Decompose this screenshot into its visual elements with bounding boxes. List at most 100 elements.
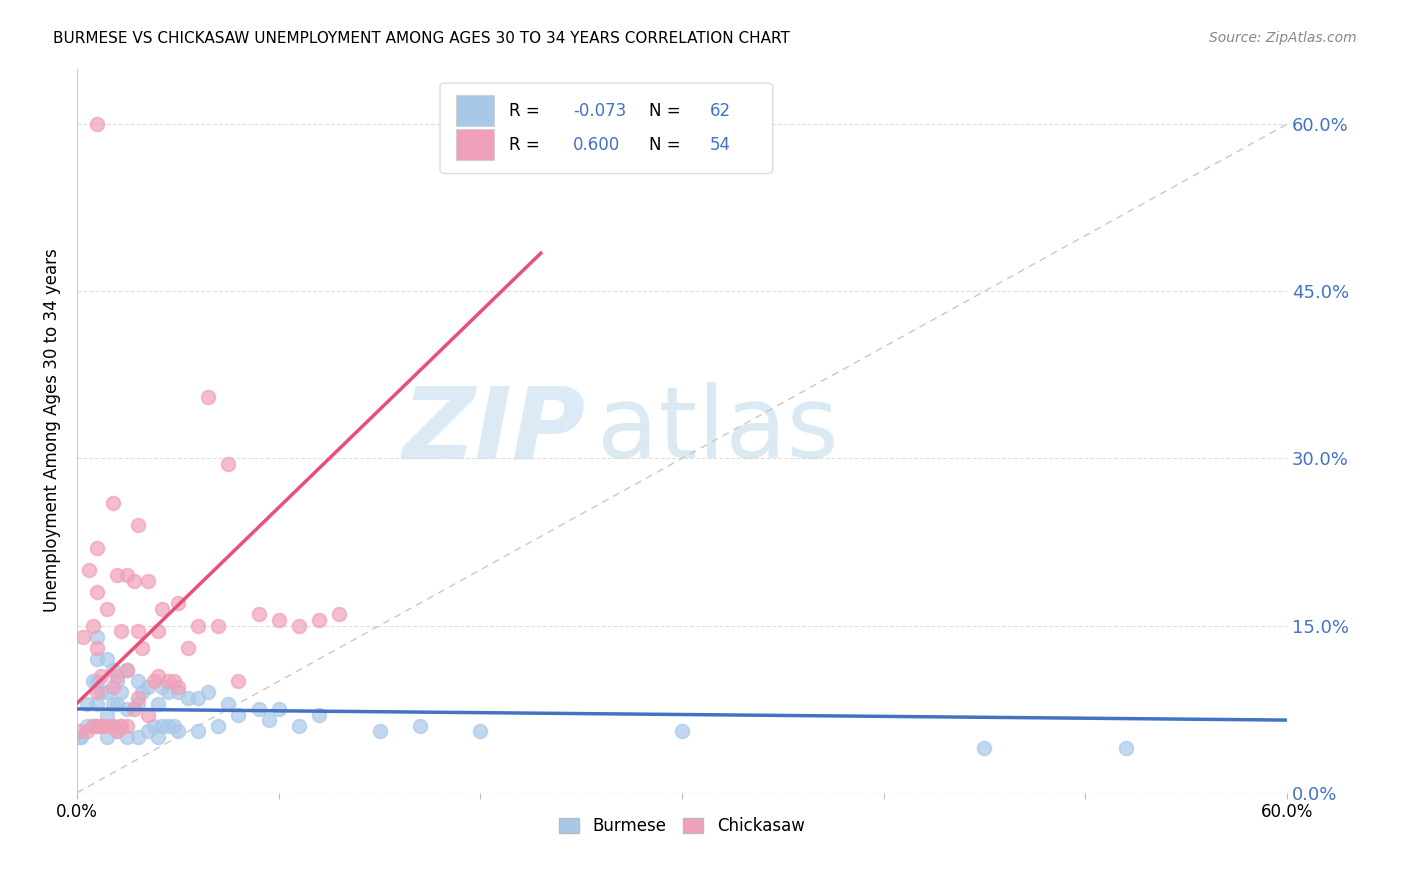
Point xyxy=(76,724,98,739)
Point xyxy=(187,724,209,739)
Point xyxy=(103,496,125,510)
Point xyxy=(76,719,98,733)
Point xyxy=(368,724,391,739)
Point xyxy=(156,674,179,689)
Text: N =: N = xyxy=(650,136,686,153)
Point xyxy=(86,697,108,711)
Point xyxy=(96,719,118,733)
Point xyxy=(308,613,330,627)
Point xyxy=(122,574,145,588)
Point xyxy=(409,719,432,733)
Point xyxy=(110,719,132,733)
Point xyxy=(96,730,118,744)
Point xyxy=(107,568,129,582)
Point xyxy=(76,697,98,711)
Point xyxy=(156,719,179,733)
Point xyxy=(110,685,132,699)
Point xyxy=(103,697,125,711)
Point xyxy=(328,607,350,622)
Point xyxy=(127,624,149,639)
Text: 62: 62 xyxy=(710,102,731,120)
Point xyxy=(117,702,139,716)
Point xyxy=(117,663,139,677)
Point xyxy=(117,663,139,677)
Text: R =: R = xyxy=(509,102,546,120)
Point xyxy=(86,719,108,733)
Point xyxy=(288,618,311,632)
Point xyxy=(86,117,108,131)
Point xyxy=(67,730,90,744)
Point xyxy=(86,685,108,699)
Point xyxy=(136,680,159,694)
Point xyxy=(247,702,270,716)
Point xyxy=(146,624,169,639)
Point xyxy=(207,719,229,733)
Y-axis label: Unemployment Among Ages 30 to 34 years: Unemployment Among Ages 30 to 34 years xyxy=(44,249,60,613)
Point xyxy=(127,697,149,711)
Point xyxy=(267,702,290,716)
Point xyxy=(228,674,250,689)
Point xyxy=(187,690,209,705)
Point xyxy=(110,624,132,639)
Text: BURMESE VS CHICKASAW UNEMPLOYMENT AMONG AGES 30 TO 34 YEARS CORRELATION CHART: BURMESE VS CHICKASAW UNEMPLOYMENT AMONG … xyxy=(53,31,790,46)
FancyBboxPatch shape xyxy=(456,129,495,160)
Point xyxy=(146,697,169,711)
Point xyxy=(86,585,108,599)
Point xyxy=(1115,741,1137,756)
Point xyxy=(86,719,108,733)
Point xyxy=(96,652,118,666)
Point xyxy=(117,730,139,744)
Point xyxy=(156,685,179,699)
Point xyxy=(103,719,125,733)
Point xyxy=(103,680,125,694)
Point xyxy=(288,719,311,733)
Point xyxy=(107,674,129,689)
Point xyxy=(177,690,200,705)
Point xyxy=(131,640,153,655)
Point xyxy=(150,602,173,616)
FancyBboxPatch shape xyxy=(456,95,495,126)
Point xyxy=(197,390,219,404)
Point xyxy=(86,674,108,689)
Point xyxy=(136,724,159,739)
Point xyxy=(90,668,112,682)
Point xyxy=(82,719,104,733)
Point xyxy=(103,663,125,677)
Point xyxy=(86,541,108,555)
Point xyxy=(142,674,165,689)
Point xyxy=(217,697,239,711)
Point xyxy=(90,685,112,699)
Point xyxy=(150,680,173,694)
Point xyxy=(127,674,149,689)
Text: R =: R = xyxy=(509,136,546,153)
Point xyxy=(197,685,219,699)
Point xyxy=(973,741,995,756)
Point xyxy=(90,719,112,733)
Point xyxy=(96,707,118,722)
Point xyxy=(308,707,330,722)
Text: ZIP: ZIP xyxy=(402,382,585,479)
Point xyxy=(142,719,165,733)
Point xyxy=(96,602,118,616)
Point xyxy=(90,719,112,733)
Point xyxy=(167,596,190,610)
Point xyxy=(127,730,149,744)
Point xyxy=(177,640,200,655)
Point xyxy=(146,668,169,682)
Text: -0.073: -0.073 xyxy=(574,102,626,120)
Point xyxy=(167,680,190,694)
Point xyxy=(67,724,90,739)
Point xyxy=(122,702,145,716)
Point xyxy=(136,574,159,588)
Point xyxy=(217,457,239,471)
Point xyxy=(117,568,139,582)
Point xyxy=(127,518,149,533)
Point xyxy=(247,607,270,622)
Text: atlas: atlas xyxy=(598,382,839,479)
Point xyxy=(267,613,290,627)
Point xyxy=(107,697,129,711)
Point xyxy=(107,724,129,739)
Point xyxy=(117,719,139,733)
Point xyxy=(103,719,125,733)
Point xyxy=(150,719,173,733)
